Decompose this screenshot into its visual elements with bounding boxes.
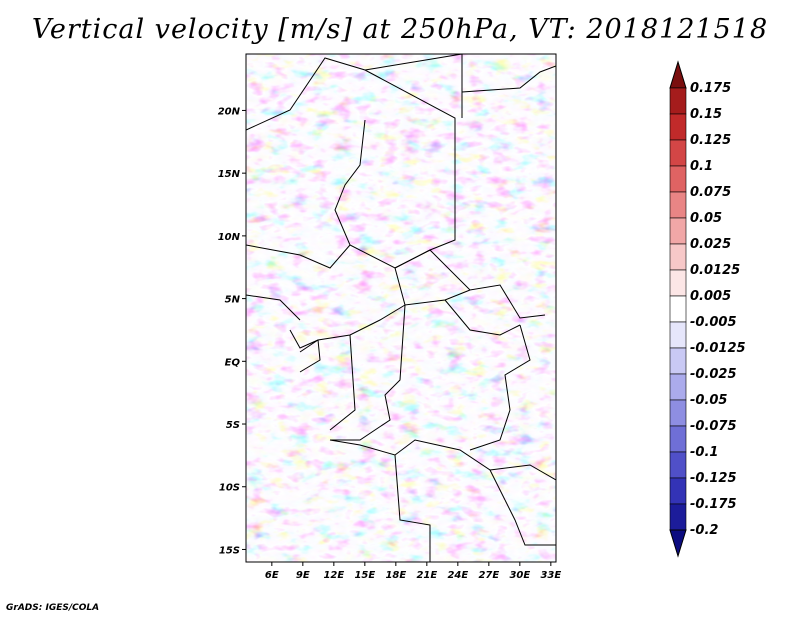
longitude-axis: 6E 9E 12E 15E 18E 21E 24E 27E 30E 33E <box>265 562 561 581</box>
lon-label: 30E <box>509 570 530 581</box>
colorbar-label: -0.075 <box>690 419 737 434</box>
colorbar-segment <box>669 425 687 453</box>
lat-label: 15N <box>218 169 241 180</box>
colorbar-label: -0.125 <box>690 471 737 486</box>
lat-label: 10N <box>218 232 241 243</box>
colorbar-segment <box>669 477 687 505</box>
lon-label: 15E <box>354 570 375 581</box>
colorbar: 0.175 0.15 0.125 0.1 0.075 0.05 0.025 0.0125 0.0… <box>669 60 746 558</box>
colorbar-label: 0.075 <box>690 185 731 200</box>
colorbar-label: -0.0125 <box>690 341 746 356</box>
lon-label: 9E <box>296 570 310 581</box>
colorbar-segment <box>669 217 687 245</box>
lat-label: EQ <box>225 357 241 368</box>
colorbar-label: -0.1 <box>690 445 718 460</box>
colorbar-segment <box>669 451 687 479</box>
lat-label: 15S <box>219 545 240 556</box>
colorbar-min-arrow <box>669 529 687 558</box>
map-title: Vertical velocity [m/s] at 250hPa, VT: 2… <box>31 14 769 45</box>
grads-credit: GrADS: IGES/COLA <box>6 603 100 613</box>
lat-label: 20N <box>218 106 241 117</box>
colorbar-segment <box>669 191 687 219</box>
colorbar-segment <box>669 165 687 193</box>
colorbar-label: 0.005 <box>690 289 731 304</box>
latitude-axis: 20N 15N 10N 5N EQ 5S 10S 15S <box>218 106 246 556</box>
lon-label: 12E <box>323 570 344 581</box>
map-panel <box>245 53 557 563</box>
colorbar-label: 0.175 <box>690 81 731 96</box>
lon-label: 6E <box>265 570 279 581</box>
colorbar-label: -0.05 <box>690 393 727 408</box>
lon-label: 18E <box>385 570 406 581</box>
colorbar-label: -0.2 <box>690 523 718 538</box>
colorbar-label: -0.175 <box>690 497 737 512</box>
colorbar-segment <box>669 503 687 531</box>
lon-label: 27E <box>478 570 499 581</box>
colorbar-segment <box>669 347 687 375</box>
lat-label: 10S <box>219 483 240 494</box>
colorbar-segment <box>669 269 687 297</box>
colorbar-segment <box>669 373 687 401</box>
colorbar-label: -0.025 <box>690 367 737 382</box>
colorbar-segment <box>669 321 687 349</box>
colorbar-segment <box>669 399 687 427</box>
colorbar-segment <box>669 243 687 271</box>
lon-label: 33E <box>540 570 561 581</box>
colorbar-segment <box>669 295 687 323</box>
colorbar-label: 0.05 <box>690 211 722 226</box>
colorbar-label: 0.125 <box>690 133 731 148</box>
colorbar-segment <box>669 113 687 141</box>
colorbar-segment <box>669 139 687 167</box>
country-borders <box>246 54 556 562</box>
lon-label: 24E <box>447 570 468 581</box>
colorbar-label: 0.1 <box>690 159 713 174</box>
lat-label: 5N <box>225 295 241 306</box>
colorbar-max-arrow <box>669 60 687 89</box>
colorbar-label: -0.005 <box>690 315 737 330</box>
colorbar-label: 0.025 <box>690 237 731 252</box>
lat-label: 5S <box>226 420 240 431</box>
colorbar-segment <box>669 87 687 115</box>
lon-label: 21E <box>416 570 437 581</box>
colorbar-label: 0.0125 <box>690 263 740 278</box>
colorbar-label: 0.15 <box>690 107 722 122</box>
